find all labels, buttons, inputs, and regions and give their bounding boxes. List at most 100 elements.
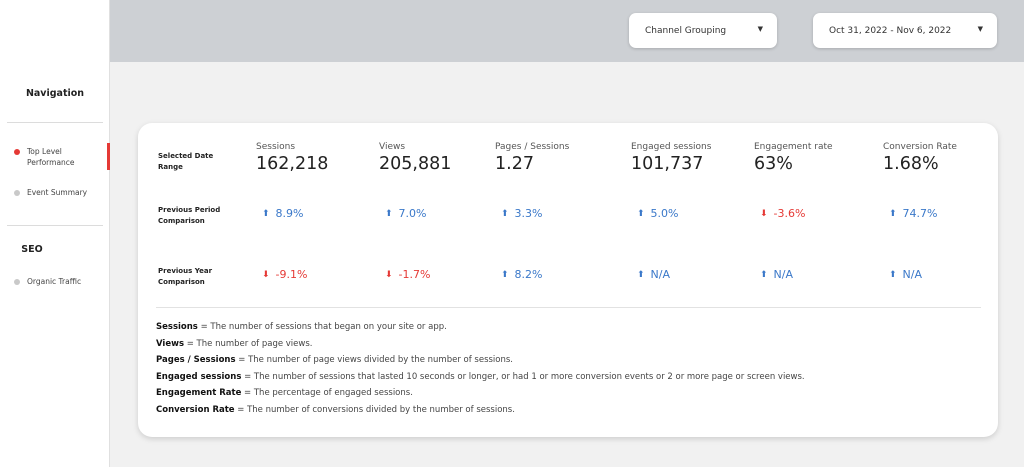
metric-value: 1.27 bbox=[495, 154, 534, 174]
metric-value: 101,737 bbox=[631, 154, 704, 174]
sidebar-item-label: Event Summary bbox=[27, 188, 88, 197]
arrow-up-icon: ⬆ bbox=[889, 269, 897, 280]
definition-term: Engaged sessions bbox=[156, 371, 242, 382]
comparison-value: 5.0% bbox=[650, 207, 679, 220]
definition-text: = The number of sessions that began on y… bbox=[197, 322, 447, 332]
arrow-up-icon: ⬆ bbox=[385, 208, 393, 219]
navigation-heading: Navigation bbox=[25, 88, 85, 99]
metric-label: Sessions bbox=[256, 142, 296, 152]
row-label-previous-year: Previous Year Comparison bbox=[158, 266, 238, 287]
top-header: Channel Grouping ▼ Oct 31, 2022 - Nov 6,… bbox=[110, 0, 1024, 62]
sidebar-item-event-summary[interactable]: Event Summary bbox=[14, 187, 106, 198]
definition-views: Views = The number of page views. bbox=[156, 336, 976, 353]
comparison-value: N/A bbox=[902, 268, 923, 281]
comparison-value: N/A bbox=[773, 268, 794, 281]
arrow-up-icon: ⬆ bbox=[637, 208, 645, 219]
summary-card: Selected Date Range Previous Period Comp… bbox=[138, 123, 998, 437]
previous-year-comparison: ⬆ N/A bbox=[889, 268, 922, 281]
definition-engagement-rate: Engagement Rate = The percentage of enga… bbox=[156, 385, 976, 402]
definition-text: = The number of page views. bbox=[184, 338, 313, 349]
arrow-down-icon: ⬇ bbox=[385, 269, 393, 280]
comparison-value: -1.7% bbox=[398, 268, 431, 281]
comparison-value: 7.0% bbox=[398, 207, 427, 220]
sidebar-divider bbox=[7, 225, 103, 226]
comparison-value: 3.3% bbox=[514, 207, 543, 220]
metric-value: 205,881 bbox=[379, 154, 452, 174]
row-label-line2: Range bbox=[158, 162, 183, 171]
definition-term: Sessions bbox=[156, 322, 198, 332]
row-label-previous-period: Previous Period Comparison bbox=[158, 205, 238, 226]
comparison-value: 8.2% bbox=[514, 268, 543, 281]
row-label-selected-date-range: Selected Date Range bbox=[158, 151, 238, 172]
definition-text: = The number of conversions divided by t… bbox=[234, 404, 515, 415]
definition-engaged-sessions: Engaged sessions = The number of session… bbox=[156, 369, 976, 386]
sidebar: Navigation Top Level Performance Event S… bbox=[0, 0, 110, 467]
previous-period-comparison: ⬆ 5.0% bbox=[637, 207, 679, 220]
definition-sessions: Sessions = The number of sessions that b… bbox=[156, 319, 976, 336]
definition-term: Views bbox=[156, 338, 185, 349]
dot-icon bbox=[14, 279, 20, 285]
definition-term: Conversion Rate bbox=[156, 404, 235, 415]
definition-pages-sessions: Pages / Sessions = The number of page vi… bbox=[156, 352, 976, 369]
card-divider bbox=[156, 307, 981, 308]
previous-period-comparison: ⬆ 3.3% bbox=[501, 207, 543, 220]
metric-label: Engagement rate bbox=[754, 142, 833, 152]
metric-label: Pages / Sessions bbox=[495, 142, 570, 152]
arrow-up-icon: ⬆ bbox=[637, 269, 645, 280]
caret-down-icon: ▼ bbox=[757, 25, 763, 33]
dropdown-label: Oct 31, 2022 - Nov 6, 2022 bbox=[829, 25, 952, 36]
dropdown-label: Channel Grouping bbox=[645, 25, 727, 36]
sidebar-item-organic-traffic[interactable]: Organic Traffic bbox=[14, 276, 106, 287]
previous-period-comparison: ⬇ -3.6% bbox=[760, 207, 805, 220]
sidebar-item-label-line1: Top Level bbox=[27, 147, 62, 156]
definition-text: = The percentage of engaged sessions. bbox=[241, 388, 413, 399]
arrow-down-icon: ⬇ bbox=[262, 269, 270, 280]
definition-term: Pages / Sessions bbox=[156, 355, 236, 366]
sidebar-divider bbox=[7, 122, 103, 123]
previous-year-comparison: ⬇ -1.7% bbox=[385, 268, 430, 281]
dot-icon bbox=[14, 190, 20, 196]
comparison-value: N/A bbox=[650, 268, 671, 281]
metric-value: 162,218 bbox=[256, 154, 329, 174]
metric-label: Views bbox=[379, 142, 406, 152]
active-dot-icon bbox=[14, 149, 20, 155]
definition-text: = The number of page views divided by th… bbox=[235, 355, 514, 366]
sidebar-item-label-line2: Performance bbox=[27, 158, 75, 167]
row-label-line1: Previous Year bbox=[158, 267, 213, 275]
arrow-up-icon: ⬆ bbox=[501, 208, 509, 219]
definition-conversion-rate: Conversion Rate = The number of conversi… bbox=[156, 402, 976, 419]
previous-period-comparison: ⬆ 74.7% bbox=[889, 207, 938, 220]
arrow-up-icon: ⬆ bbox=[262, 208, 270, 219]
date-range-dropdown[interactable]: Oct 31, 2022 - Nov 6, 2022 ▼ bbox=[813, 13, 997, 48]
metric-label: Engaged sessions bbox=[631, 142, 712, 152]
channel-grouping-dropdown[interactable]: Channel Grouping ▼ bbox=[629, 13, 777, 48]
row-label-line1: Selected Date bbox=[158, 152, 214, 160]
arrow-down-icon: ⬇ bbox=[760, 208, 768, 219]
previous-period-comparison: ⬆ 7.0% bbox=[385, 207, 427, 220]
definition-term: Engagement Rate bbox=[156, 388, 242, 399]
row-label-line2: Comparison bbox=[158, 277, 205, 286]
previous-year-comparison: ⬆ 8.2% bbox=[501, 268, 543, 281]
active-item-indicator bbox=[107, 143, 110, 170]
comparison-value: -9.1% bbox=[275, 268, 308, 281]
sidebar-item-top-level-performance[interactable]: Top Level Performance bbox=[14, 146, 106, 168]
sidebar-item-label: Top Level Performance bbox=[27, 146, 75, 168]
previous-year-comparison: ⬆ N/A bbox=[760, 268, 793, 281]
previous-year-comparison: ⬇ -9.1% bbox=[262, 268, 307, 281]
seo-heading: SEO bbox=[21, 244, 43, 255]
caret-down-icon: ▼ bbox=[977, 25, 983, 33]
metric-label: Conversion Rate bbox=[883, 142, 957, 152]
arrow-up-icon: ⬆ bbox=[760, 269, 768, 280]
metric-value: 1.68% bbox=[883, 154, 939, 174]
row-label-line1: Previous Period bbox=[158, 206, 221, 214]
arrow-up-icon: ⬆ bbox=[889, 208, 897, 219]
sidebar-item-label: Organic Traffic bbox=[27, 277, 82, 286]
previous-year-comparison: ⬆ N/A bbox=[637, 268, 670, 281]
definitions-list: Sessions = The number of sessions that b… bbox=[156, 319, 976, 419]
metric-value: 63% bbox=[754, 154, 793, 174]
arrow-up-icon: ⬆ bbox=[501, 269, 509, 280]
row-label-line2: Comparison bbox=[158, 216, 205, 225]
previous-period-comparison: ⬆ 8.9% bbox=[262, 207, 304, 220]
comparison-value: -3.6% bbox=[773, 207, 806, 220]
comparison-value: 74.7% bbox=[902, 207, 938, 220]
